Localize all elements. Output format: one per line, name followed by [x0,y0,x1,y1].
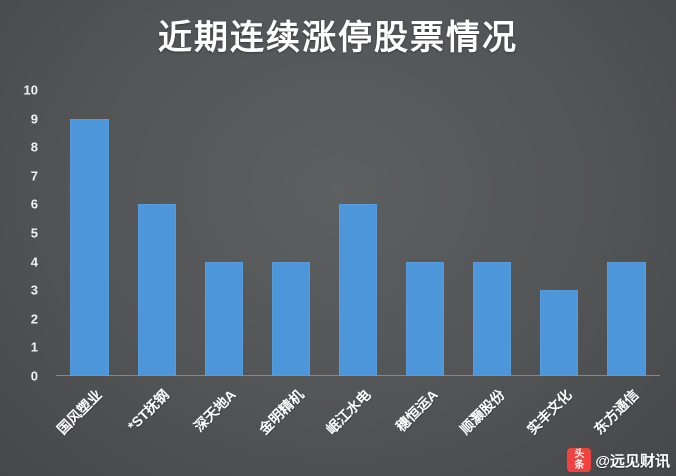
watermark: 头条 @远见财讯 [567,448,670,472]
y-axis-tick: 5 [30,225,38,241]
y-axis-tick: 7 [30,168,38,184]
x-axis-label-cell: 顺灏股份 [457,377,526,472]
bar-slot [190,90,257,376]
chart-title: 近期连续涨停股票情况 [158,19,518,57]
plot-area [56,90,660,376]
y-axis-tick: 10 [23,82,38,98]
y-axis-tick: 2 [30,311,38,327]
bar-slot [392,90,459,376]
x-axis-label: 深天地A [191,386,240,435]
y-axis-tick: 9 [30,111,38,127]
x-axis-label-cell: 金明精机 [255,377,324,472]
bar [338,204,378,376]
x-axis-label: 实丰文化 [523,386,575,438]
bar [540,290,579,376]
bar-slot [123,90,190,376]
y-axis-tick: 4 [30,254,38,270]
x-axis-label: 岷江水电 [322,386,374,438]
x-axis-label: 金明精机 [255,386,307,438]
x-axis-label-cell: 穗恒运A [392,377,459,472]
x-axis-label: *ST抚钢 [124,386,173,435]
x-axis-label: 国风塑业 [54,386,105,438]
bar [70,118,109,376]
bar-slot [459,90,526,376]
bar [473,261,512,376]
x-axis-label: 顺灏股份 [456,386,508,438]
toutiao-logo-text: 头条 [574,449,585,471]
y-axis-tick: 8 [30,139,38,155]
x-axis-label: 穗恒运A [392,386,441,435]
x-axis-label-cell: 深天地A [190,377,257,472]
x-axis-label-cell: *ST抚钢 [123,377,190,472]
y-axis-tick: 1 [30,339,38,355]
bar [271,261,310,376]
bar-slot [56,90,123,376]
bar-slot [324,90,391,376]
y-axis: 0 1 2 3 4 5 6 7 8 9 10 [0,84,46,383]
bar [405,261,445,376]
x-axis-label-cell: 国风塑业 [54,377,123,472]
bars [56,90,660,376]
y-axis-tick: 0 [30,368,38,384]
x-axis-label-cell: 岷江水电 [322,377,391,472]
x-axis-label: 东方通信 [590,386,642,438]
watermark-handle: @远见财讯 [595,452,670,470]
bar [137,204,176,376]
bar-slot [526,90,593,376]
bar [204,261,243,376]
bar-slot [257,90,324,376]
toutiao-logo-icon: 头条 [567,448,592,472]
y-axis-tick: 3 [30,282,38,298]
bar [607,261,646,376]
bar-slot [593,90,660,376]
y-axis-tick: 6 [30,196,38,212]
